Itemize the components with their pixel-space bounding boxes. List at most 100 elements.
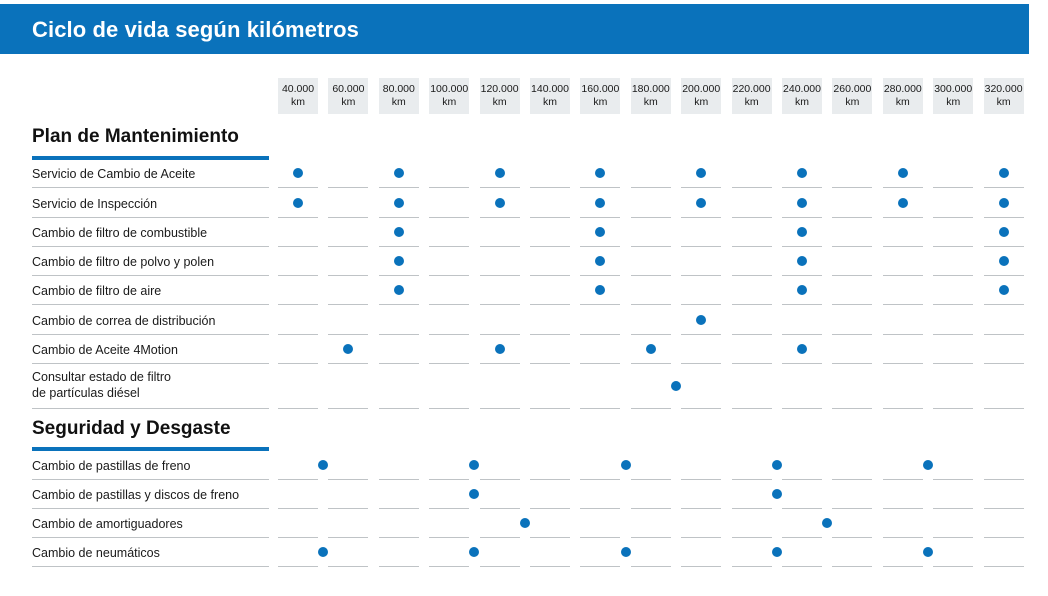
- column-km-unit: km: [442, 96, 457, 108]
- column-km-unit: km: [895, 96, 910, 108]
- cell-separator: [530, 246, 570, 247]
- cell-separator: [681, 304, 722, 305]
- row-separator: [32, 334, 269, 335]
- cell-separator: [731, 304, 772, 305]
- cell-separator: [782, 217, 822, 218]
- cell-separator: [580, 508, 621, 509]
- column-km-unit: km: [996, 96, 1011, 108]
- column-km-value: 40.000: [281, 83, 315, 95]
- cell-separator: [378, 566, 419, 567]
- column-km-unit: km: [543, 96, 557, 108]
- cell-separator: [933, 246, 974, 247]
- cell-separator: [832, 246, 873, 247]
- cell-separator: [983, 334, 1024, 335]
- cell-separator: [479, 408, 520, 409]
- row-label: Cambio de filtro de combustible: [32, 226, 208, 240]
- cell-separator: [832, 363, 873, 364]
- cell-separator: [580, 187, 621, 188]
- cell-separator: [278, 537, 318, 538]
- cell-separator: [278, 363, 318, 364]
- cell-separator: [782, 566, 822, 567]
- column-km-unit: km: [946, 96, 961, 108]
- row-label: Cambio de correa de distribución: [32, 314, 216, 328]
- row-separator: [32, 275, 269, 276]
- cell-separator: [782, 479, 822, 480]
- cell-separator: [731, 408, 772, 409]
- cell-separator: [530, 334, 570, 335]
- cell-separator: [580, 479, 621, 480]
- row-separator: [32, 187, 269, 188]
- cell-separator: [782, 275, 822, 276]
- cell-separator: [278, 508, 318, 509]
- cell-separator: [681, 334, 722, 335]
- cell-separator: [479, 334, 520, 335]
- cell-separator: [882, 304, 923, 305]
- cell-separator: [530, 508, 570, 509]
- cell-separator: [328, 275, 369, 276]
- column-km-value: 140.000: [531, 83, 569, 95]
- column-km-unit: km: [845, 96, 860, 108]
- service-dot-marker: [797, 168, 807, 178]
- column-km-value: 200.000: [682, 83, 721, 95]
- cell-separator: [530, 187, 570, 188]
- service-dot-marker: [393, 285, 404, 295]
- cell-separator: [681, 508, 722, 509]
- column-km-unit: km: [795, 96, 809, 108]
- cell-separator: [983, 275, 1024, 276]
- column-header: 160.000 km: [580, 78, 621, 114]
- column-km-value: 80.000: [382, 83, 415, 95]
- cell-separator: [429, 246, 470, 247]
- service-dot-marker: [797, 285, 807, 295]
- service-dot-marker: [595, 256, 606, 266]
- cell-separator: [328, 217, 369, 218]
- cell-separator: [530, 304, 570, 305]
- cell-separator: [681, 187, 722, 188]
- service-dot-marker: [998, 256, 1009, 266]
- page-title: Ciclo de vida según kilómetros: [32, 17, 359, 42]
- cell-separator: [983, 566, 1024, 567]
- cell-separator: [429, 479, 470, 480]
- cell-separator: [278, 566, 318, 567]
- service-dot-marker: [998, 285, 1009, 295]
- cell-separator: [530, 363, 570, 364]
- cell-separator: [429, 537, 470, 538]
- cell-separator: [378, 217, 419, 218]
- cell-separator: [882, 479, 923, 480]
- cell-separator: [630, 508, 671, 509]
- cell-separator: [479, 275, 520, 276]
- cell-separator: [479, 566, 520, 567]
- cell-separator: [933, 479, 974, 480]
- column-km-value: 300.000: [934, 83, 973, 95]
- service-dot-marker: [620, 460, 631, 470]
- cell-separator: [429, 408, 470, 409]
- column-header: 120.000 km: [479, 78, 520, 114]
- cell-separator: [882, 363, 923, 364]
- service-dot-marker: [393, 256, 404, 266]
- cell-separator: [782, 334, 822, 335]
- cell-separator: [378, 479, 419, 480]
- cell-separator: [782, 363, 822, 364]
- cell-separator: [782, 246, 822, 247]
- cell-separator: [782, 304, 822, 305]
- cell-separator: [681, 246, 722, 247]
- cell-separator: [328, 363, 369, 364]
- cell-separator: [731, 275, 772, 276]
- service-dot-marker: [595, 285, 606, 295]
- cell-separator: [630, 187, 671, 188]
- row-label: Cambio de filtro de aire: [32, 284, 162, 298]
- column-km-value: 180.000: [631, 83, 670, 95]
- cell-separator: [479, 508, 520, 509]
- cell-separator: [882, 187, 923, 188]
- cell-separator: [328, 304, 369, 305]
- column-header: 320.000 km: [983, 78, 1024, 114]
- cell-separator: [882, 508, 923, 509]
- service-dot-marker: [771, 460, 782, 470]
- service-dot-marker: [797, 256, 807, 266]
- column-header: 220.000 km: [731, 78, 772, 114]
- cell-separator: [630, 363, 671, 364]
- service-dot-marker: [998, 227, 1009, 237]
- service-dot-marker: [696, 198, 707, 208]
- cell-separator: [983, 187, 1024, 188]
- row-separator: [32, 408, 269, 409]
- service-dot-marker: [696, 315, 707, 325]
